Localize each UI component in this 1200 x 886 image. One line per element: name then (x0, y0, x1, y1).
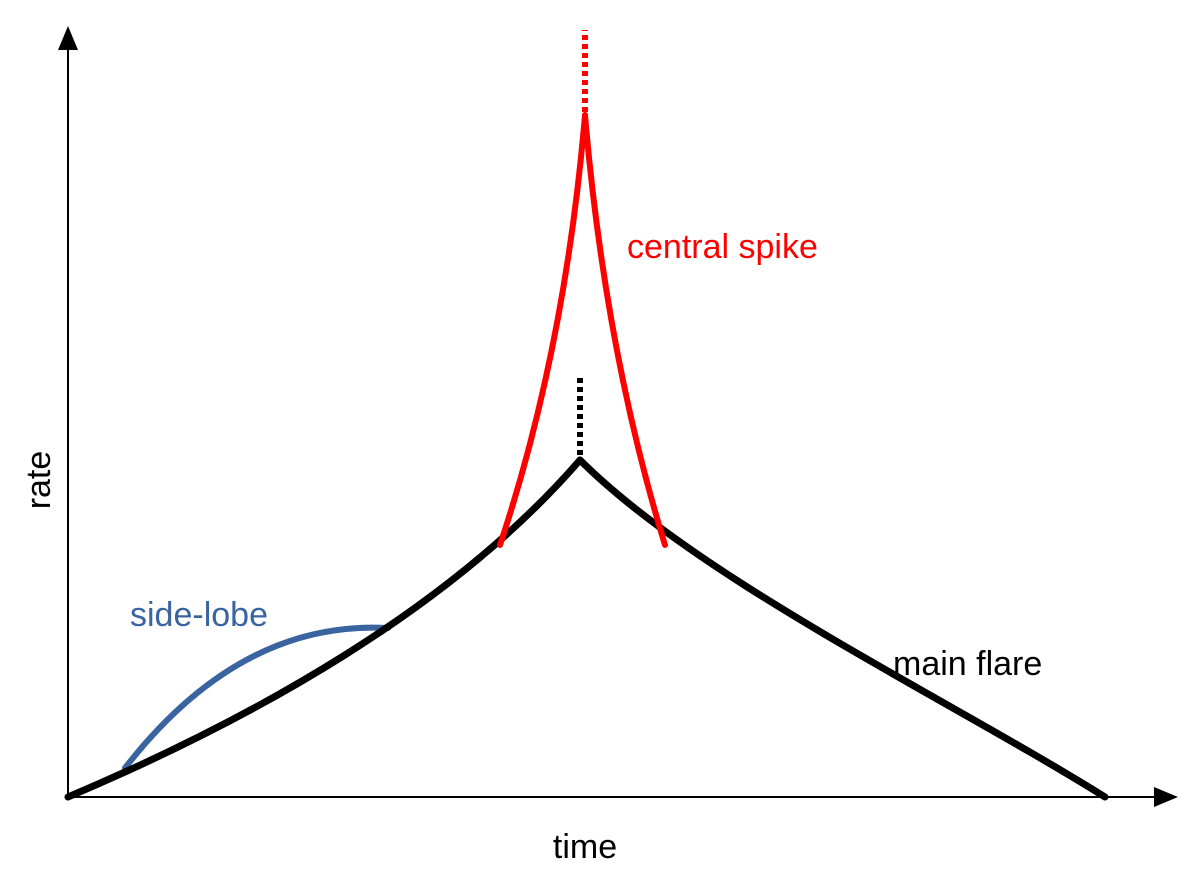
side-lobe-curve (122, 624, 391, 771)
main-flare-decay (576, 456, 1109, 801)
central-spike-label: central spike (627, 228, 818, 266)
spike-rise (497, 112, 588, 548)
x-axis-arrow (1154, 787, 1178, 807)
side-lobe-label: side-lobe (130, 596, 268, 634)
y-axis-label: rate (20, 451, 58, 510)
main-flare-rise (64, 456, 584, 801)
spike-decay (582, 112, 668, 548)
x-axis-label: time (553, 828, 617, 866)
y-axis-arrow (58, 26, 78, 50)
main-flare-label: main flare (893, 645, 1042, 683)
